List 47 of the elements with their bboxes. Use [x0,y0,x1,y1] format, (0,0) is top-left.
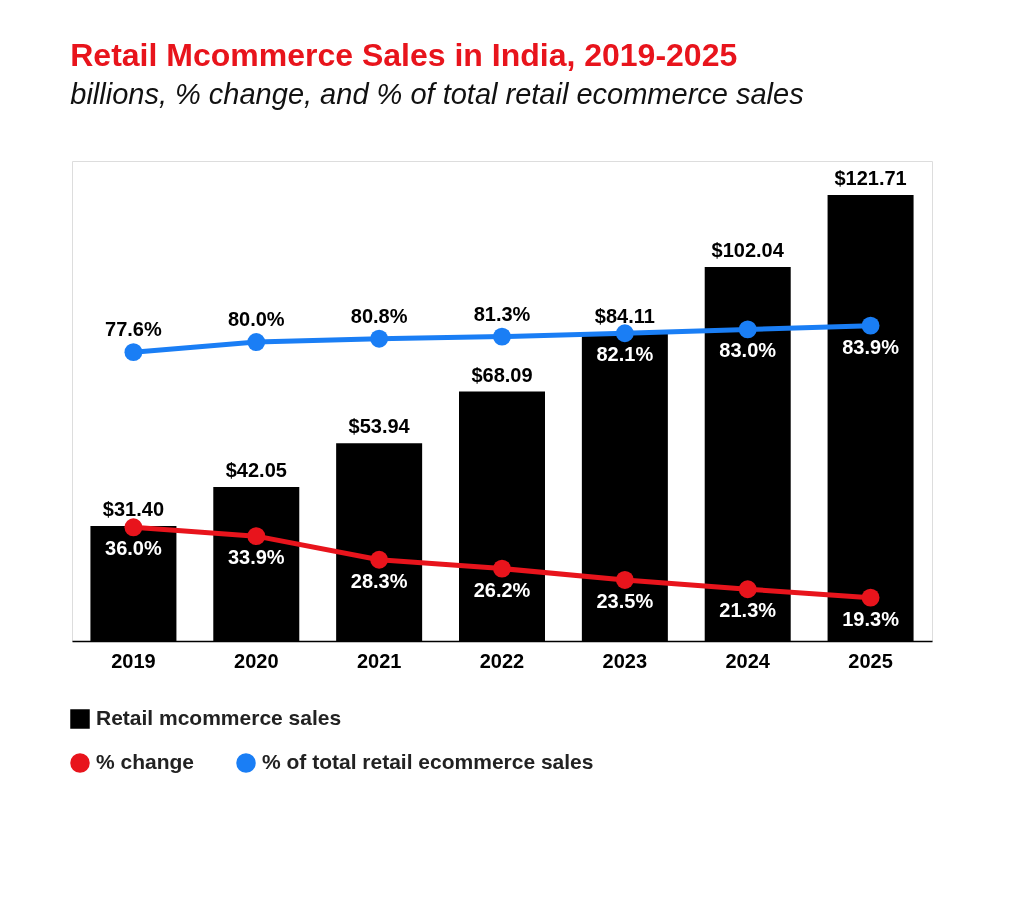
legend-label: Retail mcommerce sales [96,706,342,729]
data-label: $84.11 [594,304,655,327]
x-tick-label: 2023 [602,649,648,672]
point [124,343,143,362]
data-label: 26.2% [473,578,531,601]
data-label: 82.1% [596,343,654,366]
data-label: 77.6% [105,318,162,341]
data-label: $68.09 [471,363,533,386]
data-label: 21.3% [719,599,777,622]
point [738,320,757,339]
x-tick-label: 2025 [848,649,893,672]
data-label: $102.04 [711,239,785,262]
point [493,327,511,346]
x-tick-label: 2019 [111,649,156,672]
chart-title: Retail Mcommerce Sales in India, 2019-2025 [70,37,738,73]
data-label: 80.8% [350,304,408,327]
legend-label: % of total retail ecommerce sales [262,750,594,773]
data-label: $42.05 [225,458,287,481]
data-label: 23.5% [596,589,654,612]
chart-subtitle: billions, % change, and % of total retail ecommerce sales [70,78,804,110]
point [247,527,266,546]
data-label: 19.3% [842,607,900,630]
data-label: 36.0% [105,537,162,560]
point [247,333,266,351]
point [493,559,511,578]
point [738,580,757,599]
data-label: 83.0% [719,339,777,362]
point [861,316,880,335]
point [615,324,634,343]
data-label: 80.0% [227,308,285,331]
point [861,588,880,607]
data-label: 83.9% [842,335,900,358]
x-tick-label: 2024 [725,649,771,672]
data-label: $53.94 [348,415,411,438]
point [370,329,389,348]
data-label: $31.40 [102,497,165,520]
data-label: 33.9% [227,546,285,569]
point [124,518,143,537]
point [615,571,634,589]
x-tick-label: 2021 [356,649,402,672]
x-tick-label: 2020 [234,649,279,672]
data-label: $121.71 [834,167,907,190]
point [370,550,389,569]
data-label: 28.3% [350,569,408,592]
data-label: 81.3% [473,302,531,325]
legend-label: % change [96,750,195,773]
x-tick-label: 2022 [479,649,525,672]
